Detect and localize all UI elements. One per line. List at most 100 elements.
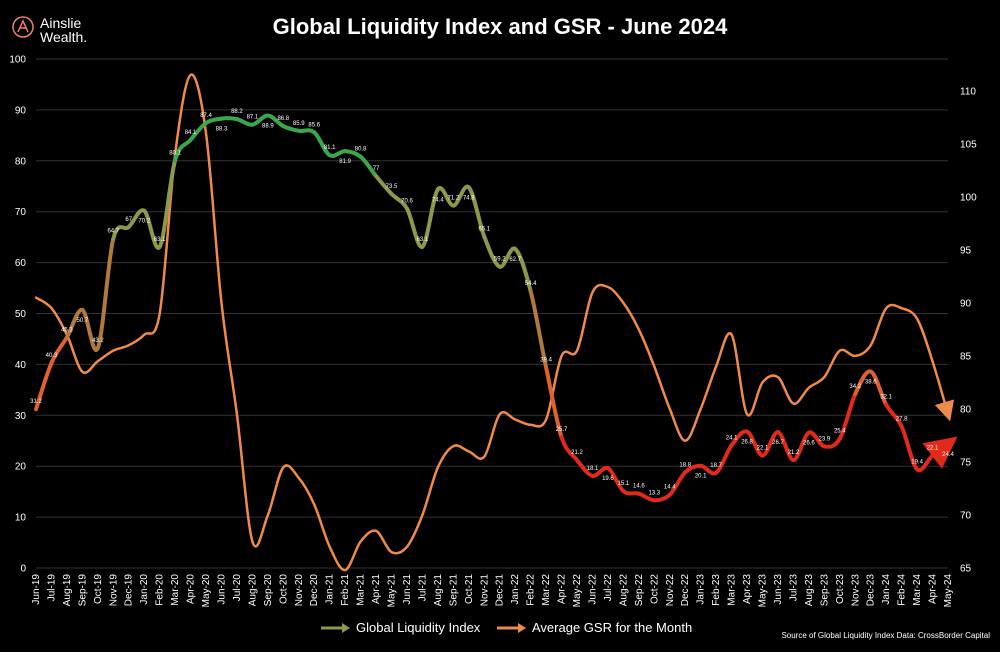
x-tick-label: Jun-22	[587, 574, 598, 605]
gli-data-label: 88.9	[262, 123, 274, 129]
gli-data-label: 38.6	[865, 380, 877, 386]
gli-data-label: 32.1	[880, 395, 892, 401]
gli-data-label: 40.3	[46, 353, 58, 359]
right-tick-label: 95	[960, 245, 972, 256]
x-tick-label: Apr-23	[742, 574, 753, 604]
x-tick-label: Dec-22	[680, 574, 691, 607]
gli-data-label: 74.4	[432, 197, 444, 203]
right-tick-label: 90	[960, 298, 972, 309]
x-tick-label: Nov-21	[479, 574, 490, 607]
x-tick-label: Mar-23	[727, 574, 738, 606]
right-tick-label: 75	[960, 457, 972, 468]
right-tick-label: 85	[960, 351, 972, 362]
gli-data-label: 45.3	[61, 327, 73, 333]
gli-data-label: 14.4	[664, 485, 676, 491]
gli-data-label: 74.8	[463, 195, 475, 201]
x-tick-label: Jan-23	[696, 574, 707, 605]
x-tick-label: Nov-23	[850, 574, 861, 607]
gli-data-label: 25.7	[556, 427, 568, 433]
brand-logo: Ainslie Wealth.	[12, 10, 132, 46]
gli-data-label: 19.4	[911, 459, 923, 465]
x-tick-label: Aug-22	[618, 574, 629, 607]
left-tick-label: 30	[15, 411, 27, 422]
gli-data-label: 26.7	[772, 440, 784, 446]
x-tick-label: Jan-24	[881, 574, 892, 605]
right-tick-label: 105	[960, 139, 977, 150]
x-tick-label: Jul-21	[417, 574, 428, 602]
gli-data-label: 87.1	[247, 115, 259, 121]
gli-data-label: 67	[125, 217, 132, 223]
gli-data-label: 59.2	[494, 257, 506, 263]
gsr-line	[34, 73, 955, 572]
gli-data-label: 26.6	[803, 441, 815, 447]
left-tick-label: 100	[9, 55, 26, 66]
x-tick-label: Sep-22	[634, 574, 645, 607]
gli-line-segment	[922, 436, 958, 469]
chart-title: Global Liquidity Index and GSR - June 20…	[272, 14, 728, 39]
gli-data-label: 31.2	[30, 399, 42, 405]
x-tick-label: Oct-19	[93, 574, 104, 604]
right-tick-label: 80	[960, 404, 972, 415]
left-tick-label: 40	[15, 360, 27, 371]
right-tick-label: 70	[960, 510, 972, 521]
gli-line-segment	[559, 435, 579, 463]
x-tick-label: May-20	[201, 574, 212, 608]
left-tick-label: 20	[15, 462, 27, 473]
x-tick-label: Mar-22	[541, 574, 552, 606]
gli-line-segment	[899, 424, 920, 472]
x-tick-label: Sep-20	[263, 574, 274, 607]
gli-data-label: 73.5	[386, 184, 398, 190]
gli-data-label: 85.6	[308, 122, 320, 128]
gli-data-label: 34.2	[849, 384, 861, 390]
gli-data-label: 80.8	[355, 147, 367, 153]
x-axis-ticks: Jun-19 Jul-19 Aug-19 Sep-19 Oct-19 Nov-19 Dec-…	[31, 574, 954, 608]
gli-data-label: 13.3	[648, 490, 660, 496]
x-tick-label: May-22	[572, 574, 583, 608]
right-axis-ticks: 65 70 75 80 85 90 95 100 105 110	[960, 86, 977, 574]
gli-data-label: 88.3	[216, 127, 228, 133]
gli-series	[34, 113, 958, 503]
legend-arrow-gli-icon	[321, 623, 350, 633]
left-tick-label: 90	[15, 105, 27, 116]
left-tick-label: 10	[15, 513, 27, 524]
gli-data-label: 70.2	[138, 219, 150, 225]
gli-line-segment	[219, 116, 239, 122]
gli-line-segment	[884, 402, 904, 429]
x-tick-label: Nov-20	[294, 574, 305, 607]
gli-line-segment	[296, 128, 317, 135]
legend-label-gli: Global Liquidity Index	[356, 620, 481, 635]
x-tick-label: Jan-21	[325, 574, 336, 605]
x-tick-label: Mar-24	[912, 574, 923, 606]
gli-line-segment	[621, 489, 641, 496]
x-tick-label: Aug-21	[433, 574, 444, 607]
x-tick-label: Aug-20	[247, 574, 258, 607]
x-tick-label: Apr-21	[371, 574, 382, 604]
gli-line-segment	[312, 130, 332, 158]
gli-data-label: 87.4	[200, 113, 212, 119]
x-tick-label: Oct-21	[464, 574, 475, 604]
x-tick-label: Jun-23	[773, 574, 784, 605]
gli-data-label: 85.9	[293, 121, 305, 127]
gli-line-segment	[327, 149, 348, 158]
gli-data-label: 81.1	[324, 145, 336, 151]
x-tick-label: Jan-20	[139, 574, 150, 605]
x-tick-label: Dec-20	[309, 574, 320, 607]
left-tick-label: 80	[15, 156, 27, 167]
gli-line-segment	[80, 307, 100, 352]
gli-data-label: 18.8	[679, 462, 691, 468]
left-tick-label: 70	[15, 207, 27, 218]
x-tick-label: Jul-23	[788, 574, 799, 602]
x-tick-label: Apr-20	[186, 574, 197, 604]
logo-line-2: Wealth.	[40, 29, 88, 45]
x-tick-label: May-21	[387, 574, 398, 608]
x-tick-label: Oct-20	[278, 574, 289, 604]
legend-label-gsr: Average GSR for the Month	[532, 620, 693, 635]
x-tick-label: Jun-20	[216, 574, 227, 605]
gli-data-label: 77	[373, 166, 380, 172]
gli-data-label: 25.4	[834, 429, 846, 435]
x-tick-label: Mar-20	[170, 574, 181, 606]
x-tick-label: Dec-21	[495, 574, 506, 607]
gli-data-label: 20.1	[695, 474, 707, 480]
x-tick-label: Nov-19	[108, 574, 119, 607]
